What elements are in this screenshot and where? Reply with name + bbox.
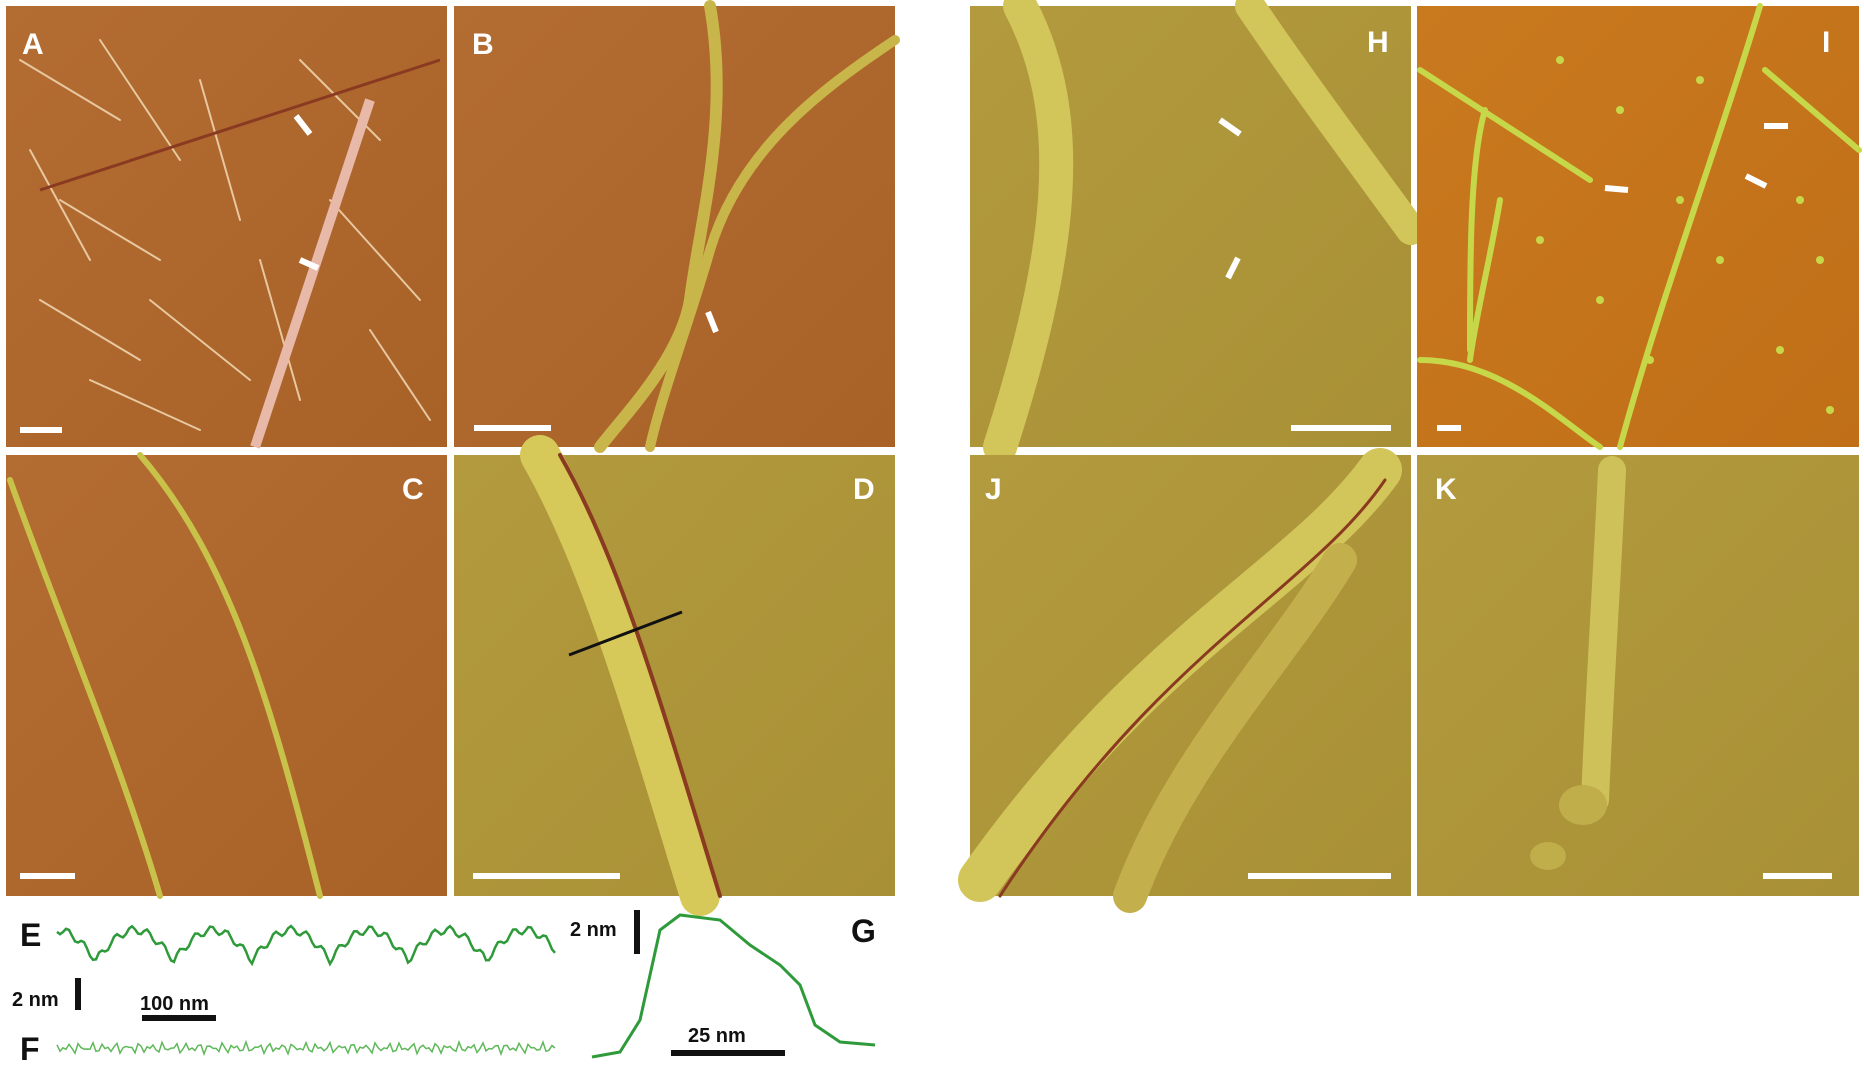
panel-label: A xyxy=(22,28,44,61)
panel-h: H xyxy=(970,6,1411,447)
profiles: E F G 2 nm 100 nm 2 nm 25 nm xyxy=(12,910,876,1067)
profile-f xyxy=(57,1042,555,1054)
panel-label: D xyxy=(853,473,875,506)
aggregate xyxy=(1530,842,1566,870)
scale-label: 2 nm xyxy=(570,919,617,941)
aggregate xyxy=(1559,785,1607,825)
panel-label: K xyxy=(1435,473,1457,506)
panel-label: H xyxy=(1367,26,1389,59)
scale-label: 2 nm xyxy=(12,989,59,1011)
panel-b: B xyxy=(454,6,895,447)
panel-label: B xyxy=(472,28,494,61)
figure: A B C D H xyxy=(0,0,1864,1067)
profile-label: F xyxy=(20,1031,40,1067)
afm-image xyxy=(6,455,447,896)
scale-label: 25 nm xyxy=(688,1025,746,1047)
panel-label: J xyxy=(985,473,1002,506)
panel-j: J xyxy=(970,455,1411,896)
scale-label: 100 nm xyxy=(140,993,209,1015)
panel-label: C xyxy=(402,473,424,506)
panel-k: K xyxy=(1417,455,1859,896)
afm-image xyxy=(1417,455,1859,896)
profile-label: G xyxy=(851,913,876,949)
panel-a: A xyxy=(6,6,447,447)
panel-i: I xyxy=(1417,6,1859,447)
profile-label: E xyxy=(20,917,41,953)
panel-c: C xyxy=(6,455,447,896)
panel-label: I xyxy=(1822,26,1830,59)
profile-e xyxy=(57,926,555,964)
fibril xyxy=(1595,470,1612,800)
afm-image xyxy=(454,6,895,447)
panel-d: D xyxy=(454,455,895,896)
